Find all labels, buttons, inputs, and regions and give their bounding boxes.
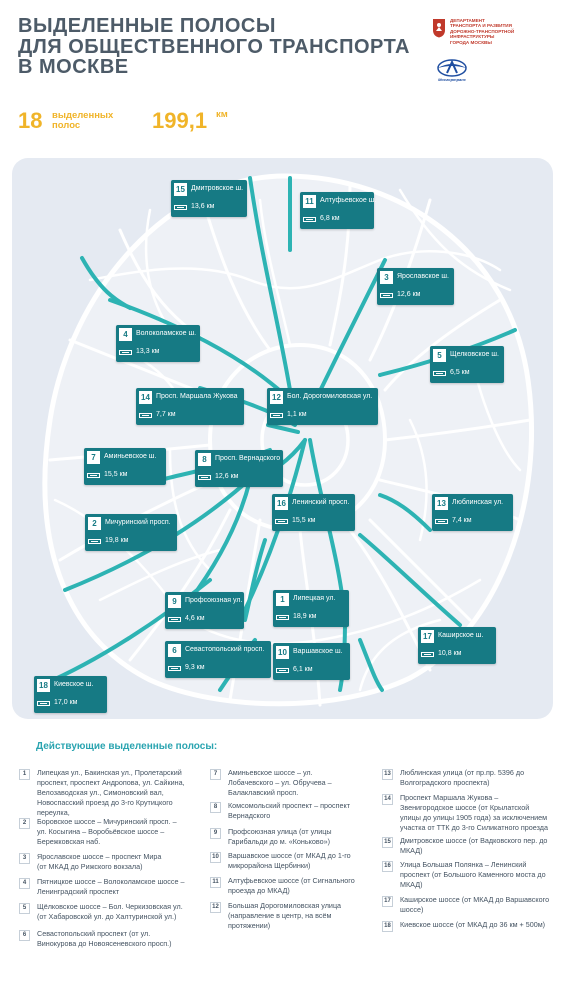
map-label-kashirskoe: 17 Каширское ш. 10,8 км xyxy=(418,627,496,664)
lanes-count: 18 xyxy=(18,108,43,133)
bus-icon xyxy=(88,539,101,544)
mosgortrans-logo: Мосгортранс xyxy=(432,58,472,86)
bus-icon xyxy=(270,413,283,418)
map-label-aminevskoe: 7 Аминьевское ш. 15,5 км xyxy=(84,448,166,485)
total-unit: км xyxy=(216,109,228,120)
bus-icon xyxy=(435,519,448,524)
lane-13-lyublinskaya xyxy=(378,493,432,532)
map-label-leninsky: 16 Ленинский просп. 15,5 км xyxy=(272,494,355,531)
lane-10-varshavskoe xyxy=(358,638,384,692)
bus-icon xyxy=(433,371,446,376)
map-label-michurinsky: 2 Мичуринский просп. 19,8 км xyxy=(85,514,177,551)
lanes-label: выделенных полос xyxy=(52,110,114,131)
map-label-sevastopolsky: 6 Севастопольский просп. 9,3 км xyxy=(165,641,271,678)
moscow-coat-of-arms-icon xyxy=(433,19,445,38)
mkad-ring xyxy=(42,173,534,707)
map-label-lyublinskaya: 13 Люблинская ул. 7,4 км xyxy=(432,494,513,531)
lane-4-volokolamskoe xyxy=(108,298,287,397)
department-name: Департамент транспорта и развития дорожн… xyxy=(450,18,515,45)
map-label-lipetskaya: 1 Липецкая ул. 18,9 км xyxy=(273,590,349,627)
lane-3-yaroslavskoe xyxy=(316,258,387,397)
bus-icon xyxy=(276,615,289,620)
bus-icon xyxy=(87,473,100,478)
bus-icon xyxy=(421,652,434,657)
map-label-marshala-zhukova: 14 Просп. Маршала Жукова 7,7 км xyxy=(136,388,244,425)
bus-icon xyxy=(380,293,393,298)
bus-icon xyxy=(275,519,288,524)
map-label-yaroslavskoe: 3 Ярославское ш. 12,6 км xyxy=(377,268,454,305)
lane-4b-pyatnitskoe xyxy=(80,256,132,310)
bus-icon xyxy=(198,475,211,480)
map-label-volokolamskoe: 4 Волоколамское ш. 13,3 км xyxy=(116,325,200,362)
page-title: Выделенные полосы для общественного тран… xyxy=(18,15,410,78)
lane-9-profsoyuznaya xyxy=(243,538,267,622)
bus-icon xyxy=(168,666,181,671)
bus-icon xyxy=(174,205,187,210)
map-label-varshavskoe: 10 Варшавское ш. 6,1 км xyxy=(273,643,350,680)
bus-icon xyxy=(37,701,50,706)
map-label-profsoyuznaya: 9 Профсоюзная ул. 4,6 км xyxy=(165,592,244,629)
map-label-shchelkovskoe: 5 Щелковское ш. 6,5 км xyxy=(430,346,504,383)
bus-icon xyxy=(139,413,152,418)
bus-icon xyxy=(303,217,316,222)
map-label-kievskoe: 18 Киевское ш. 17,0 км xyxy=(34,676,107,713)
lane-17-kashirskoe xyxy=(358,533,462,627)
map-label-dmitrovskoe: 15 Дмитровское ш. 13,6 км xyxy=(171,180,247,217)
bus-icon xyxy=(119,350,132,355)
map-label-dorogomilovskaya: 12 Бол. Дорогомиловская ул. 1,1 км xyxy=(267,388,378,425)
title-line: для общественного транспорта xyxy=(18,35,410,58)
bus-icon xyxy=(276,668,289,673)
bus-icon xyxy=(168,617,181,622)
lane-12-dorogomilovskaya xyxy=(266,423,300,434)
total-length: 199,1 xyxy=(152,108,208,133)
legend-title: Действующие выделенные полосы: xyxy=(36,741,218,752)
title-line: в Москве xyxy=(18,56,129,78)
lane-15-dmitrovskoe xyxy=(248,176,292,392)
map-label-altufevskoe: 11 Алтуфьевское ш. 6,8 км xyxy=(300,192,376,229)
map-label-vernadskogo: 8 Просп. Вернадского 12,6 км xyxy=(195,450,283,487)
mosgortrans-name: Мосгортранс xyxy=(438,77,466,82)
title-line: Выделенные полосы xyxy=(18,15,276,37)
mosgortrans-icon xyxy=(437,59,467,77)
